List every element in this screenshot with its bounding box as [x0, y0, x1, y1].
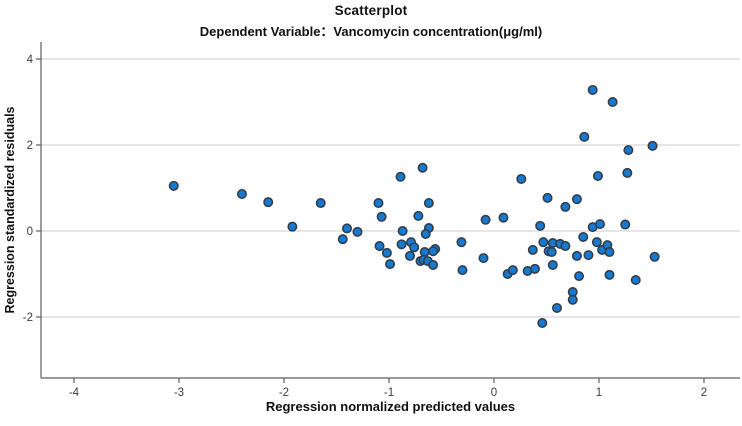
data-point — [341, 223, 352, 234]
x-tick-label: 1 — [596, 387, 602, 399]
data-point — [607, 96, 618, 107]
data-point — [542, 192, 553, 203]
x-tick-label: 0 — [491, 387, 497, 399]
data-point — [381, 247, 392, 258]
data-point — [591, 237, 602, 248]
data-point — [480, 214, 491, 225]
chart-subtitle: Dependent Variable：Vancomycin concentrat… — [199, 24, 543, 39]
data-point — [498, 212, 509, 223]
data-point — [423, 198, 434, 209]
data-point — [376, 211, 387, 222]
data-point — [604, 247, 615, 258]
data-point — [574, 271, 585, 282]
data-point — [622, 167, 633, 178]
data-point — [236, 189, 247, 200]
data-point — [396, 239, 407, 250]
x-tick-label: -4 — [69, 387, 80, 399]
data-point — [168, 180, 179, 191]
data-point — [395, 171, 406, 182]
data-point — [620, 219, 631, 230]
y-tick-label: 4 — [27, 54, 34, 66]
data-point — [428, 246, 439, 257]
data-point — [649, 251, 660, 262]
data-point — [337, 234, 348, 245]
chart-title: Scatterplot — [334, 3, 408, 18]
data-point — [478, 253, 489, 264]
data-point — [595, 219, 606, 230]
data-point — [571, 250, 582, 261]
x-tick-label: -3 — [174, 387, 184, 399]
x-tick-label: -2 — [279, 387, 289, 399]
data-point — [456, 237, 467, 248]
x-tick-label: 2 — [701, 387, 707, 399]
data-point — [592, 170, 603, 181]
x-tick-label: -1 — [384, 387, 394, 399]
data-point — [583, 250, 594, 261]
y-tick-label: -2 — [23, 312, 33, 324]
data-point — [623, 145, 634, 156]
data-point — [507, 265, 518, 276]
data-point — [428, 259, 439, 270]
data-point — [527, 244, 538, 255]
data-point — [546, 247, 557, 258]
data-point — [409, 242, 420, 253]
data-point — [352, 226, 363, 237]
data-point — [516, 173, 527, 184]
data-point — [373, 198, 384, 209]
data-point — [604, 269, 615, 280]
y-tick-label: 0 — [27, 226, 33, 238]
data-point — [287, 221, 298, 232]
data-point — [537, 318, 548, 329]
data-point — [538, 237, 549, 248]
x-axis-label: Regression normalized predicted values — [265, 399, 516, 414]
data-point — [578, 232, 589, 243]
data-point — [420, 228, 431, 239]
data-point — [630, 275, 641, 286]
data-point — [315, 198, 326, 209]
data-point — [413, 210, 424, 221]
data-point — [551, 302, 562, 313]
data-point — [560, 201, 571, 212]
data-point — [385, 259, 396, 270]
data-point — [571, 194, 582, 205]
data-point — [404, 250, 415, 261]
y-tick-label: 2 — [27, 140, 33, 152]
data-point — [417, 162, 428, 173]
data-point — [547, 259, 558, 270]
data-point — [263, 197, 274, 208]
data-point — [579, 131, 590, 142]
data-point — [647, 140, 658, 151]
data-point — [535, 220, 546, 231]
data-point — [587, 84, 598, 95]
data-point — [567, 294, 578, 305]
data-point — [529, 263, 540, 274]
data-point — [397, 225, 408, 236]
data-point — [374, 241, 385, 252]
data-point — [457, 265, 468, 276]
data-point — [560, 241, 571, 252]
